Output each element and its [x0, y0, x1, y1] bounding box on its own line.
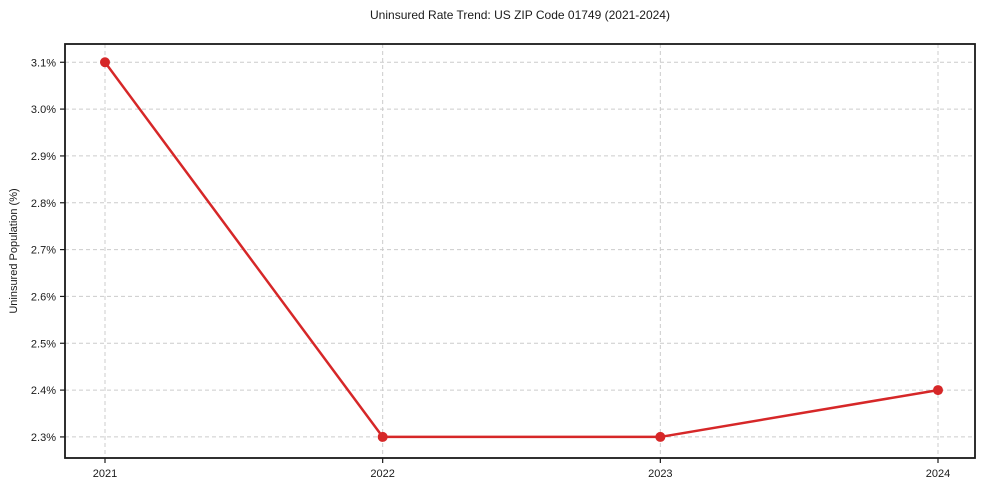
- plot-border: [64, 43, 976, 459]
- y-tick-label: 2.9%: [31, 151, 56, 163]
- y-tick-label: 2.7%: [31, 245, 56, 257]
- y-tick-label: 3.0%: [31, 104, 56, 116]
- x-tick-label: 2023: [648, 468, 672, 480]
- y-tick-label: 2.6%: [31, 291, 56, 303]
- data-point: [933, 385, 943, 396]
- y-tick-label: 2.4%: [31, 385, 56, 397]
- x-tick-label: 2021: [93, 468, 117, 480]
- y-tick-label: 2.3%: [31, 432, 56, 444]
- data-point: [100, 57, 110, 68]
- chart-title: Uninsured Rate Trend: US ZIP Code 01749 …: [370, 8, 670, 22]
- y-tick-label: 2.8%: [31, 198, 56, 210]
- x-tick-label: 2024: [926, 468, 950, 480]
- y-tick-label: 2.5%: [31, 338, 56, 350]
- y-tick-label: 3.1%: [31, 57, 56, 69]
- data-point: [377, 431, 388, 442]
- data-point: [655, 431, 666, 442]
- trend-line: [103, 61, 940, 439]
- x-tick-label: 2022: [370, 468, 394, 480]
